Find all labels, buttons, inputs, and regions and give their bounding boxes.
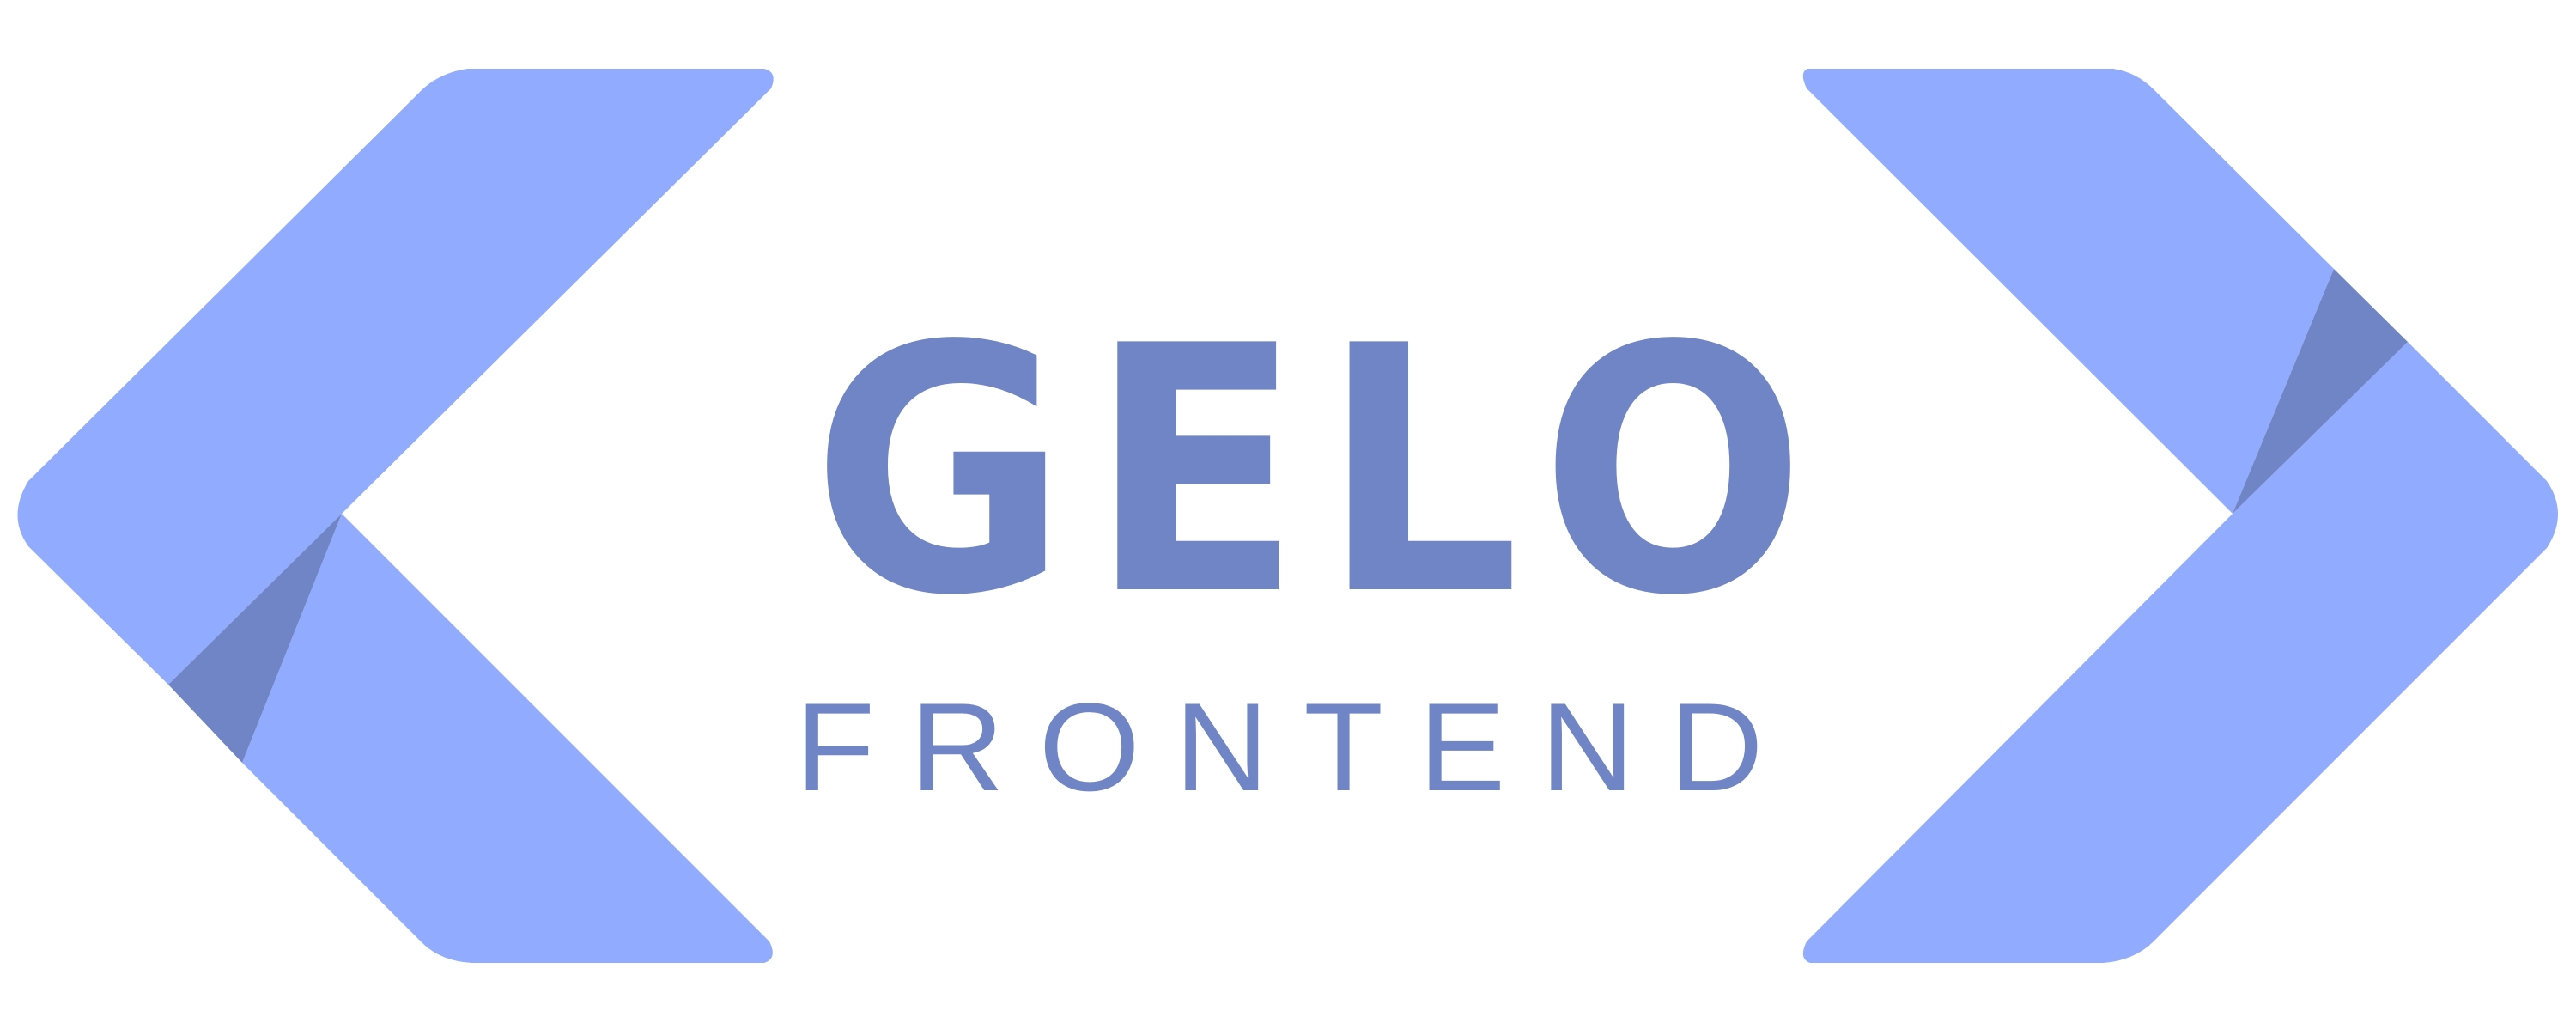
subtitle-letter: E	[1419, 677, 1506, 817]
subtitle-letter: N	[1540, 677, 1635, 817]
subtitle-letter: R	[909, 677, 1005, 817]
left-bracket-upper-arm	[17, 69, 774, 685]
subtitle-letter: D	[1669, 677, 1765, 817]
subtitle-frontend: F R O N T E N D	[795, 677, 1765, 817]
wordmark-letter: L	[1320, 274, 1520, 670]
wordmark-letter: O	[1540, 274, 1807, 670]
subtitle-letter: N	[1175, 677, 1269, 817]
right-bracket-upper-arm	[1802, 69, 2334, 514]
subtitle-letter: O	[1038, 677, 1140, 817]
subtitle-letter: T	[1303, 677, 1384, 817]
right-bracket-lower-arm	[1802, 342, 2558, 963]
left-bracket-lower-arm	[242, 514, 773, 963]
left-bracket-shadow	[168, 514, 342, 763]
right-bracket-shadow	[2233, 269, 2408, 514]
wordmark-letter: E	[1088, 274, 1303, 670]
wordmark-letter: G	[811, 274, 1069, 670]
wordmark-gelo: G E L O	[800, 302, 1806, 643]
subtitle-letter: F	[795, 677, 875, 817]
